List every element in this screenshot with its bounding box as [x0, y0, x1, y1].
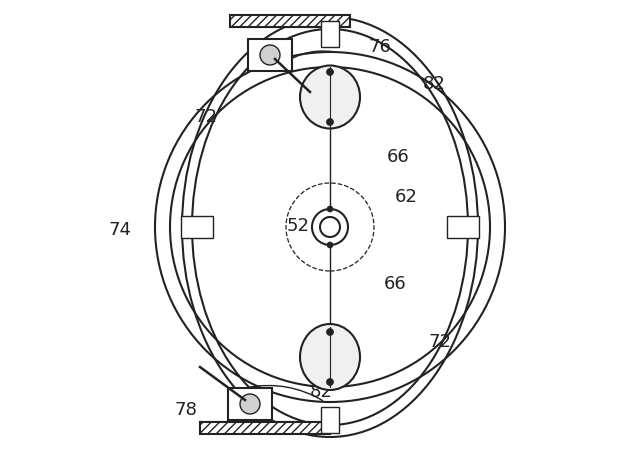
Bar: [181, 216, 213, 238]
Circle shape: [240, 394, 260, 414]
Circle shape: [326, 118, 333, 126]
Bar: [200, 422, 330, 434]
Bar: [248, 39, 292, 71]
Text: 82: 82: [423, 75, 446, 93]
Text: 72: 72: [195, 108, 218, 126]
FancyArrowPatch shape: [277, 51, 332, 69]
FancyArrowPatch shape: [248, 385, 323, 401]
Text: 72: 72: [428, 333, 451, 351]
Ellipse shape: [300, 66, 360, 128]
Bar: [228, 388, 272, 420]
Bar: [321, 21, 339, 47]
Bar: [447, 216, 479, 238]
Bar: [321, 407, 339, 433]
Circle shape: [327, 206, 333, 212]
Ellipse shape: [300, 324, 360, 390]
Text: 78: 78: [174, 401, 197, 419]
Text: 62: 62: [395, 188, 418, 206]
Text: 82: 82: [310, 383, 333, 401]
Circle shape: [327, 242, 333, 248]
Circle shape: [326, 328, 333, 335]
Bar: [230, 15, 350, 27]
Text: 74: 74: [108, 221, 131, 239]
Text: 52: 52: [287, 217, 310, 235]
Text: 66: 66: [384, 275, 407, 293]
Text: 66: 66: [387, 148, 410, 166]
Text: 76: 76: [368, 38, 391, 56]
Circle shape: [260, 45, 280, 65]
Circle shape: [326, 68, 333, 75]
Circle shape: [312, 209, 348, 245]
Circle shape: [326, 378, 333, 385]
